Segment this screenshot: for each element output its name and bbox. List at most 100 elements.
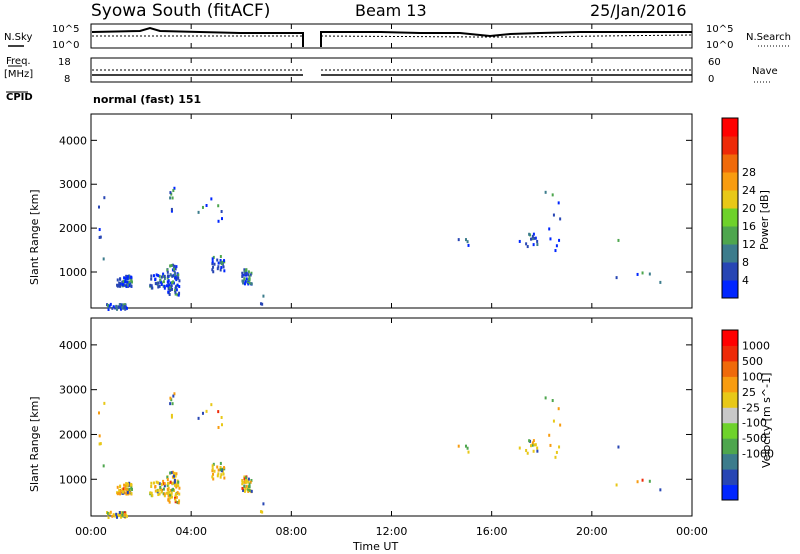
noise-right-label: N.Search xyxy=(746,32,791,43)
echo-cell xyxy=(166,483,169,487)
velocity-colorbar: 1000 500 100 25 -25 -100 -500 -1000 xyxy=(721,329,774,501)
echo-cell xyxy=(249,273,252,277)
echo-cell xyxy=(121,490,124,494)
echo-cell xyxy=(528,439,531,443)
echo-cell xyxy=(171,402,174,406)
echo-cell xyxy=(617,445,620,449)
colorbar-segment xyxy=(722,422,738,439)
echo-cell xyxy=(466,446,469,450)
echo-cell xyxy=(244,271,247,275)
echo-cell xyxy=(532,439,535,443)
echo-cell xyxy=(174,267,177,271)
echo-cell xyxy=(118,511,121,515)
echo-cell xyxy=(151,286,154,290)
echo-cell xyxy=(219,468,222,472)
echo-cell xyxy=(149,491,152,495)
colorbar-tick-label: 25 xyxy=(742,386,756,399)
echo-cell xyxy=(130,277,133,281)
echo-cell xyxy=(219,258,222,262)
echo-cell xyxy=(243,484,246,488)
echo-cell xyxy=(548,227,551,231)
noise-right-tick-top: 10^5 xyxy=(706,24,733,35)
echo-cell xyxy=(170,264,173,268)
echo-cell xyxy=(162,492,165,496)
echo-cell xyxy=(174,289,177,293)
echo-cell xyxy=(169,264,172,268)
echo-cell xyxy=(126,280,129,284)
colorbar-tick-label: -500 xyxy=(742,432,767,445)
echo-cell xyxy=(211,469,214,473)
noise-left-tick-top: 10^5 xyxy=(52,24,79,35)
echo-cell xyxy=(205,204,208,208)
colorbar-segment xyxy=(722,118,738,137)
echo-cell xyxy=(530,444,533,448)
colorbar-segment xyxy=(722,280,738,299)
echo-cell xyxy=(250,271,253,275)
echo-cell xyxy=(167,498,170,502)
echo-cell xyxy=(220,266,223,270)
echo-cell xyxy=(219,261,222,265)
echo-cell xyxy=(220,262,223,266)
echo-cell xyxy=(172,474,175,478)
echo-cell xyxy=(243,480,246,484)
echo-cell xyxy=(532,232,535,236)
echo-cell xyxy=(162,272,165,276)
echo-cell xyxy=(170,491,173,495)
echo-cell xyxy=(170,207,173,211)
power-scatter xyxy=(97,186,662,311)
echo-cell xyxy=(247,485,250,489)
echo-cell xyxy=(259,302,262,306)
echo-cell xyxy=(98,235,101,239)
echo-cell xyxy=(158,482,161,486)
echo-cell xyxy=(107,515,110,519)
echo-cell xyxy=(175,288,178,292)
echo-cell xyxy=(457,238,460,242)
echo-cell xyxy=(173,264,176,268)
echo-cell xyxy=(531,237,534,241)
echo-cell xyxy=(111,514,114,518)
echo-cell xyxy=(531,443,534,447)
echo-cell xyxy=(163,494,166,498)
station-title: Syowa South (fitACF) xyxy=(91,1,270,21)
echo-cell xyxy=(102,464,105,468)
colorbar-segment xyxy=(722,226,738,245)
echo-cell xyxy=(247,487,250,491)
echo-cell xyxy=(166,284,169,288)
cpid-label: CPID xyxy=(6,92,33,103)
echo-cell xyxy=(536,243,539,247)
echo-cell xyxy=(178,486,181,490)
echo-cell xyxy=(219,475,222,479)
echo-cell xyxy=(172,487,175,491)
echo-cell xyxy=(116,278,119,282)
echo-cell xyxy=(201,205,204,209)
echo-cell xyxy=(532,449,535,453)
echo-cell xyxy=(115,304,118,308)
range-tick-label: 4000 xyxy=(59,134,87,147)
echo-cell xyxy=(247,277,250,281)
echo-cell xyxy=(154,485,157,489)
echo-cell xyxy=(169,496,172,500)
echo-cell xyxy=(116,307,119,311)
echo-cell xyxy=(126,283,129,287)
echo-cell xyxy=(534,443,537,447)
echo-cell xyxy=(123,283,126,287)
echo-cell xyxy=(178,279,181,283)
echo-cell xyxy=(172,394,175,398)
echo-cell xyxy=(124,487,127,491)
echo-cell xyxy=(169,493,172,497)
echo-cell xyxy=(170,284,173,288)
echo-cell xyxy=(128,284,131,288)
echo-cell xyxy=(160,482,163,486)
time-tick-label: 16:00 xyxy=(476,525,508,538)
echo-cell xyxy=(158,284,161,288)
power-panel-frame xyxy=(90,113,693,309)
echo-cell xyxy=(248,275,251,279)
echo-cell xyxy=(528,232,531,236)
echo-cell xyxy=(123,305,126,309)
time-tick-label: 12:00 xyxy=(376,525,408,538)
echo-cell xyxy=(467,243,470,247)
echo-cell xyxy=(128,280,131,284)
echo-cell xyxy=(244,279,247,283)
velocity-scatter xyxy=(97,392,662,519)
